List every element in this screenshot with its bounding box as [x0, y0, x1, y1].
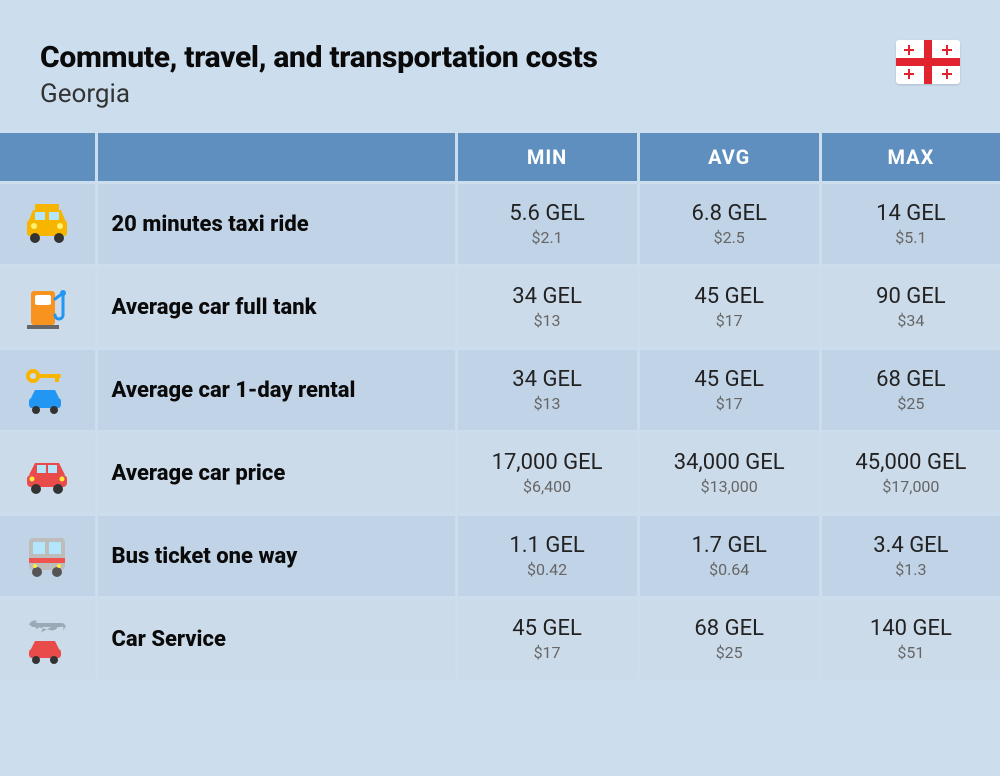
- price-secondary: $2.1: [458, 228, 637, 247]
- row-label: Average car full tank: [96, 266, 456, 349]
- price-primary: 1.7 GEL: [640, 533, 819, 558]
- cell-avg: 34,000 GEL $13,000: [638, 432, 820, 515]
- row-label: Average car 1-day rental: [96, 349, 456, 432]
- price-secondary: $13: [458, 311, 637, 330]
- price-primary: 68 GEL: [640, 616, 819, 641]
- price-secondary: $2.5: [640, 228, 819, 247]
- cell-avg: 45 GEL $17: [638, 266, 820, 349]
- table-row: Average car full tank 34 GEL $13 45 GEL …: [0, 266, 1000, 349]
- service-icon: [0, 598, 96, 680]
- cell-max: 14 GEL $5.1: [820, 183, 1000, 266]
- title-block: Commute, travel, and transportation cost…: [40, 40, 598, 109]
- table-row: Bus ticket one way 1.1 GEL $0.42 1.7 GEL…: [0, 515, 1000, 598]
- page-title: Commute, travel, and transportation cost…: [40, 40, 598, 75]
- row-label: 20 minutes taxi ride: [96, 183, 456, 266]
- cell-avg: 68 GEL $25: [638, 598, 820, 680]
- header: Commute, travel, and transportation cost…: [0, 0, 1000, 133]
- cell-max: 3.4 GEL $1.3: [820, 515, 1000, 598]
- price-primary: 45 GEL: [640, 367, 819, 392]
- cell-min: 34 GEL $13: [456, 266, 638, 349]
- cost-table: MIN AVG MAX 20 minutes taxi ride 5.6 GEL…: [0, 133, 1000, 679]
- price-primary: 34 GEL: [458, 284, 637, 309]
- cell-min: 34 GEL $13: [456, 349, 638, 432]
- price-secondary: $25: [822, 394, 1000, 413]
- row-label: Car Service: [96, 598, 456, 680]
- price-secondary: $0.64: [640, 560, 819, 579]
- price-primary: 14 GEL: [822, 201, 1000, 226]
- price-primary: 1.1 GEL: [458, 533, 637, 558]
- price-secondary: $17: [640, 394, 819, 413]
- price-secondary: $13,000: [640, 477, 819, 496]
- price-secondary: $25: [640, 643, 819, 662]
- cell-max: 45,000 GEL $17,000: [820, 432, 1000, 515]
- bus-icon: [0, 515, 96, 598]
- price-primary: 3.4 GEL: [822, 533, 1000, 558]
- georgia-flag-icon: [896, 40, 960, 84]
- price-primary: 140 GEL: [822, 616, 1000, 641]
- cell-min: 5.6 GEL $2.1: [456, 183, 638, 266]
- price-secondary: $17,000: [822, 477, 1000, 496]
- header-label-col: [96, 133, 456, 183]
- table-row: Average car price 17,000 GEL $6,400 34,0…: [0, 432, 1000, 515]
- price-secondary: $17: [458, 643, 637, 662]
- table-row: 20 minutes taxi ride 5.6 GEL $2.1 6.8 GE…: [0, 183, 1000, 266]
- cell-avg: 1.7 GEL $0.64: [638, 515, 820, 598]
- price-primary: 45 GEL: [640, 284, 819, 309]
- cell-max: 140 GEL $51: [820, 598, 1000, 680]
- price-primary: 17,000 GEL: [458, 450, 637, 475]
- taxi-icon: [0, 183, 96, 266]
- price-secondary: $5.1: [822, 228, 1000, 247]
- cell-min: 45 GEL $17: [456, 598, 638, 680]
- fuel-icon: [0, 266, 96, 349]
- price-secondary: $51: [822, 643, 1000, 662]
- header-avg: AVG: [638, 133, 820, 183]
- price-primary: 45 GEL: [458, 616, 637, 641]
- cell-avg: 6.8 GEL $2.5: [638, 183, 820, 266]
- price-secondary: $0.42: [458, 560, 637, 579]
- price-primary: 6.8 GEL: [640, 201, 819, 226]
- cell-min: 1.1 GEL $0.42: [456, 515, 638, 598]
- price-primary: 68 GEL: [822, 367, 1000, 392]
- table-row: Average car 1-day rental 34 GEL $13 45 G…: [0, 349, 1000, 432]
- header-min: MIN: [456, 133, 638, 183]
- page-subtitle: Georgia: [40, 79, 598, 109]
- price-primary: 34,000 GEL: [640, 450, 819, 475]
- row-label: Bus ticket one way: [96, 515, 456, 598]
- price-primary: 90 GEL: [822, 284, 1000, 309]
- cell-max: 68 GEL $25: [820, 349, 1000, 432]
- cell-avg: 45 GEL $17: [638, 349, 820, 432]
- price-secondary: $13: [458, 394, 637, 413]
- price-primary: 5.6 GEL: [458, 201, 637, 226]
- price-secondary: $17: [640, 311, 819, 330]
- cell-min: 17,000 GEL $6,400: [456, 432, 638, 515]
- table-header-row: MIN AVG MAX: [0, 133, 1000, 183]
- price-primary: 34 GEL: [458, 367, 637, 392]
- car-icon: [0, 432, 96, 515]
- row-label: Average car price: [96, 432, 456, 515]
- price-secondary: $6,400: [458, 477, 637, 496]
- price-secondary: $1.3: [822, 560, 1000, 579]
- cell-max: 90 GEL $34: [820, 266, 1000, 349]
- table-row: Car Service 45 GEL $17 68 GEL $25 140 GE…: [0, 598, 1000, 680]
- price-primary: 45,000 GEL: [822, 450, 1000, 475]
- header-max: MAX: [820, 133, 1000, 183]
- header-icon-col: [0, 133, 96, 183]
- rental-icon: [0, 349, 96, 432]
- price-secondary: $34: [822, 311, 1000, 330]
